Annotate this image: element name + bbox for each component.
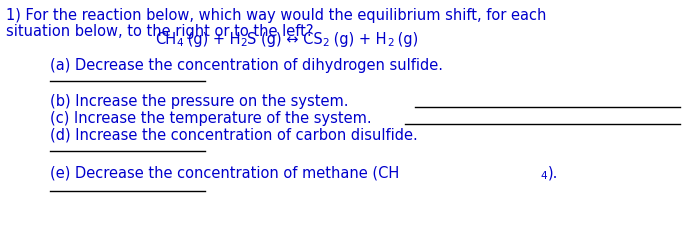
Text: 4: 4	[176, 38, 183, 48]
Text: 4: 4	[540, 170, 546, 180]
Text: (b) Increase the pressure on the system.: (b) Increase the pressure on the system.	[50, 94, 348, 109]
Text: 2: 2	[387, 38, 393, 48]
Text: situation below, to the right or to the left?: situation below, to the right or to the …	[6, 24, 313, 39]
Text: 1) For the reaction below, which way would the equilibrium shift, for each: 1) For the reaction below, which way wou…	[6, 8, 546, 23]
Text: 2: 2	[323, 38, 329, 48]
Text: (g) + H: (g) + H	[329, 32, 387, 47]
Text: (g) + H: (g) + H	[183, 32, 240, 47]
Text: (g): (g)	[393, 32, 419, 47]
Text: (a) Decrease the concentration of dihydrogen sulfide.: (a) Decrease the concentration of dihydr…	[50, 58, 443, 73]
Text: ).: ).	[548, 165, 558, 180]
Text: (c) Increase the temperature of the system.: (c) Increase the temperature of the syst…	[50, 111, 372, 125]
Text: 2: 2	[240, 38, 247, 48]
Text: S (g) ↔ CS: S (g) ↔ CS	[247, 32, 323, 47]
Text: (e) Decrease the concentration of methane (CH: (e) Decrease the concentration of methan…	[50, 165, 400, 180]
Text: (d) Increase the concentration of carbon disulfide.: (d) Increase the concentration of carbon…	[50, 128, 417, 142]
Text: CH: CH	[155, 32, 176, 47]
